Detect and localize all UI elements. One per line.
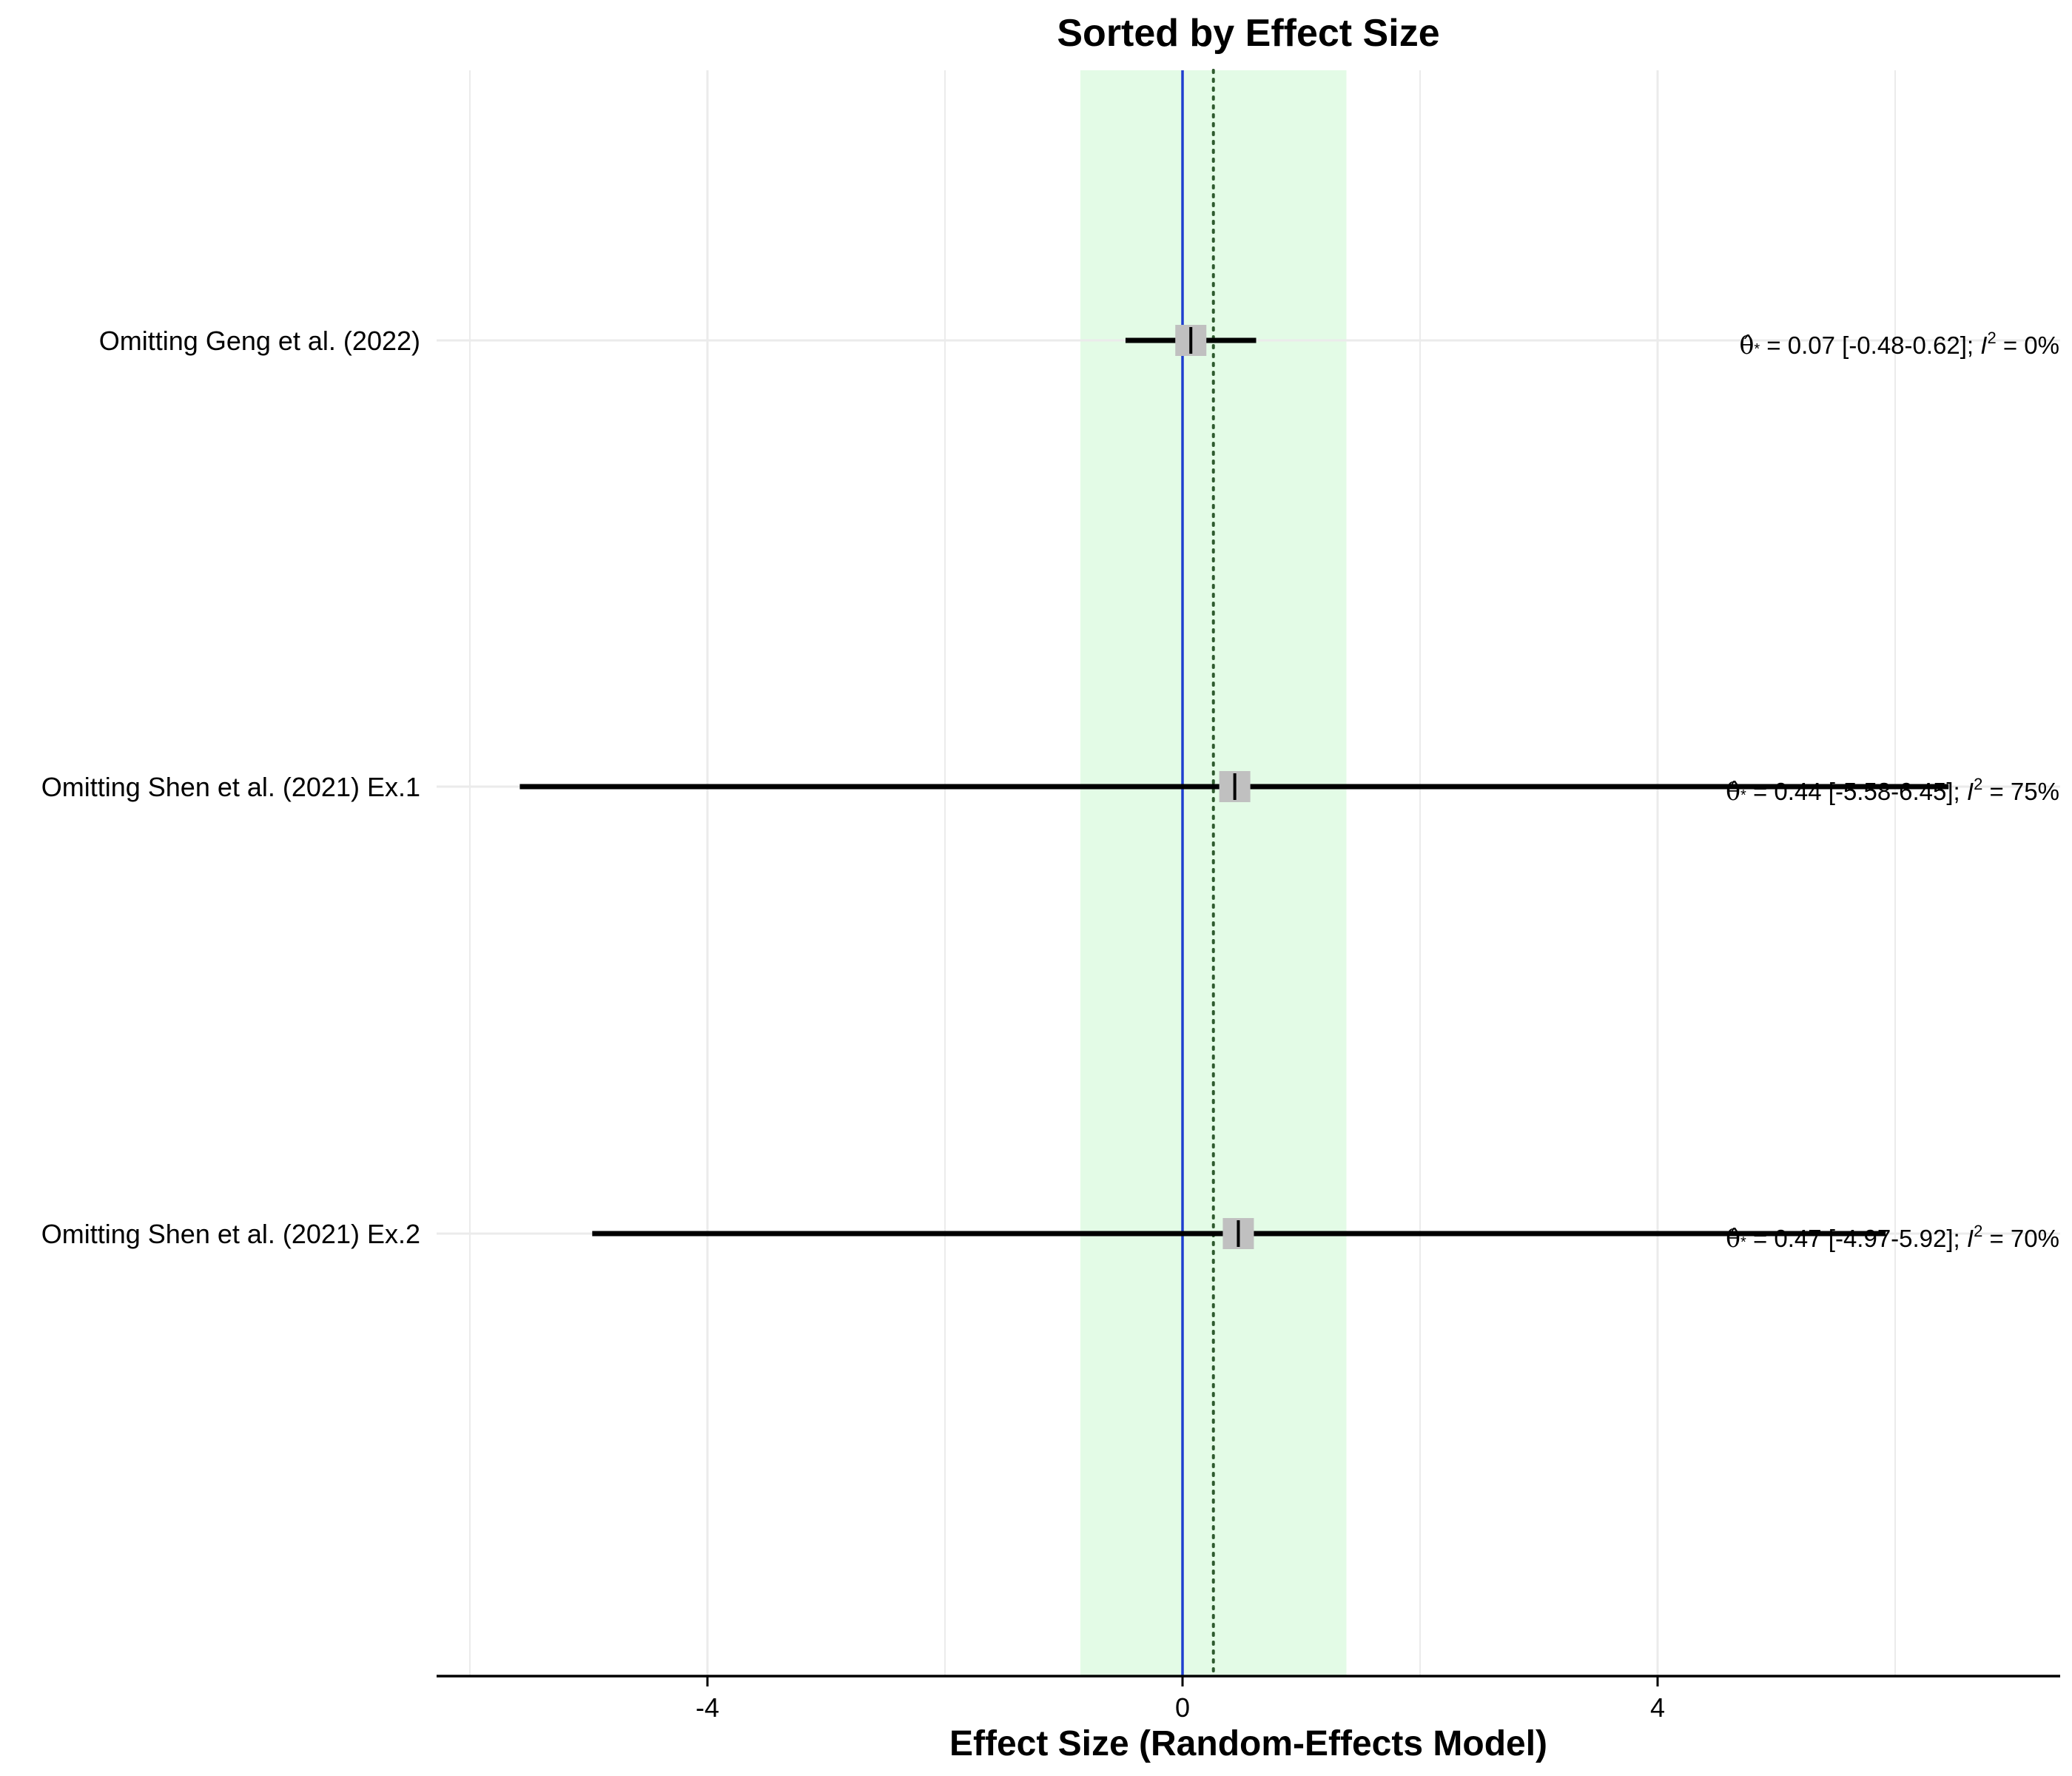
row-label: Omitting Shen et al. (2021) Ex.1 bbox=[41, 772, 420, 802]
row-label: Omitting Geng et al. (2022) bbox=[99, 326, 420, 356]
row-label: Omitting Shen et al. (2021) Ex.2 bbox=[41, 1219, 420, 1249]
x-axis-title: Effect Size (Random-Effects Model) bbox=[949, 1724, 1547, 1763]
row-annotation: θ̂* = 0.44 [-5.58-6.45]; I2 = 75% bbox=[1726, 775, 2059, 806]
x-axis: -4 0 4 bbox=[437, 1675, 2060, 1723]
x-tick-label: 0 bbox=[1175, 1692, 1190, 1723]
row-annotation: θ̂* = 0.07 [-0.48-0.62]; I2 = 0% bbox=[1739, 329, 2059, 360]
x-tick-label: -4 bbox=[696, 1692, 719, 1723]
marks-group bbox=[519, 69, 1949, 1678]
row-labels: Omitting Geng et al. (2022) Omitting Shen… bbox=[41, 326, 420, 1249]
chart-title: Sorted by Effect Size bbox=[1057, 12, 1439, 55]
row-annotations: θ̂* = 0.07 [-0.48-0.62]; I2 = 0% θ̂* = 0.… bbox=[1726, 329, 2059, 1253]
row-annotation: θ̂* = 0.47 [-4.97-5.92]; I2 = 70% bbox=[1726, 1222, 2059, 1253]
x-tick-label: 4 bbox=[1650, 1692, 1665, 1723]
